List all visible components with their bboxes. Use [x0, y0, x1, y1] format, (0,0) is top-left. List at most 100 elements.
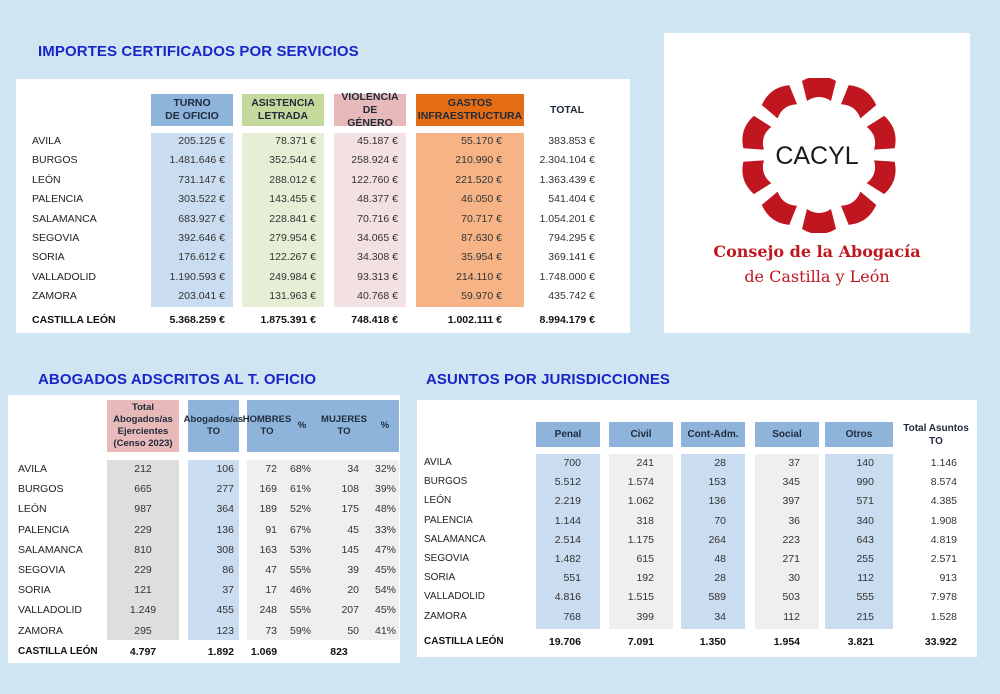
table-cell: 7.978	[930, 591, 957, 604]
header-line: TO	[206, 426, 221, 437]
table-cell: 1.249	[129, 604, 157, 617]
importes-table: TURNO DE OFICIO ASISTENCIA LETRADA VIOLENCIA…	[16, 79, 630, 333]
table-cell: 86	[222, 564, 234, 576]
table-cell: 45.187 €	[357, 135, 398, 147]
row-label: AVILA	[32, 135, 61, 147]
table-cell: 32%	[374, 463, 396, 475]
table-cell: 2.571	[930, 553, 957, 565]
header-hombres-to: HOMBRES TO	[243, 400, 292, 452]
total-cell: 1.954	[773, 636, 800, 648]
total-cell: 5.368.259 €	[169, 314, 225, 326]
table-cell: 41%	[374, 624, 396, 637]
header-bg-otros	[825, 422, 893, 447]
header-bg-violencia-genero	[334, 94, 406, 126]
table-cell: 189	[259, 503, 277, 516]
column-bg-turno-oficio	[151, 133, 233, 307]
table-cell: 68%	[289, 463, 311, 475]
table-cell: 369.141 €	[548, 251, 595, 264]
row-label: PALENCIA	[18, 523, 70, 536]
table-cell: 4.816	[554, 591, 581, 604]
table-cell: 277	[216, 483, 234, 496]
table-cell: 1.144	[554, 514, 581, 527]
row-label: SEGOVIA	[18, 564, 66, 576]
abogados-table: Total Abogados/as Ejercientes (Censo 2023)…	[8, 395, 400, 663]
table-cell: 39%	[374, 483, 396, 496]
table-cell: 1.908	[930, 514, 957, 527]
header-line: TO	[337, 426, 351, 437]
header-mujeres-pct: %	[371, 400, 399, 452]
table-cell: 435.742 €	[548, 290, 595, 303]
row-label: BURGOS	[18, 483, 64, 496]
header-line: ASISTENCIA	[251, 97, 315, 109]
table-cell: 34.308 €	[357, 251, 398, 264]
table-cell: 34	[714, 610, 726, 623]
table-cell: 810	[134, 543, 152, 556]
table-cell: 4.819	[930, 533, 957, 546]
table-cell: 364	[216, 503, 234, 516]
logo-line1: Consejo de la Abogacía	[713, 242, 921, 261]
table-cell: 70.717 €	[461, 212, 502, 225]
table-cell: 221.520 €	[455, 173, 502, 186]
table-cell: 571	[856, 495, 874, 508]
total-cell: 4.797	[129, 646, 157, 658]
table-cell: 192	[636, 572, 654, 585]
table-cell: 295	[134, 624, 152, 637]
cacyl-flower-icon	[742, 78, 896, 233]
row-label: ZAMORA	[32, 290, 77, 303]
table-cell: 2.304.104 €	[539, 154, 595, 167]
table-cell: 123	[216, 624, 234, 637]
asuntos-title: ASUNTOS POR JURISDICCIONES	[426, 371, 671, 388]
table-cell: 214.110 €	[456, 270, 502, 283]
row-label: SALAMANCA	[18, 543, 83, 556]
table-cell: 1.574	[627, 476, 654, 489]
table-cell: 1.748.000 €	[539, 270, 595, 283]
row-label: VALLADOLID	[32, 270, 96, 283]
table-cell: 340	[856, 514, 874, 527]
header-gastos-infraestructura: GASTOS INFRAESTRUCTURA	[416, 94, 524, 126]
table-cell: 30	[788, 572, 800, 585]
row-label: AVILA	[18, 463, 47, 475]
table-cell: 93.313 €	[357, 270, 398, 283]
table-cell: 55%	[289, 604, 311, 617]
column-bg-total-abogados	[107, 460, 179, 640]
header-line: TURNO	[173, 97, 211, 109]
row-label: BURGOS	[32, 154, 78, 167]
table-cell: 46%	[289, 584, 311, 597]
asuntos-table: Penal Civil Cont-Adm. Social Otros Total Asun…	[417, 400, 977, 657]
table-cell: 143.455 €	[269, 193, 316, 206]
total-cell: 1.892	[207, 646, 234, 658]
table-cell: 67%	[289, 523, 311, 536]
table-cell: 397	[782, 495, 800, 508]
table-cell: 555	[856, 591, 874, 604]
table-cell: 303.522 €	[178, 193, 225, 206]
table-cell: 112	[857, 572, 874, 585]
table-cell: 20	[347, 584, 359, 597]
table-cell: 203.041 €	[178, 290, 225, 303]
table-cell: 52%	[289, 503, 311, 516]
header-line: HOMBRES	[242, 414, 292, 425]
table-cell: 455	[216, 604, 234, 617]
table-cell: 551	[563, 572, 581, 585]
table-cell: 106	[216, 463, 234, 475]
logo-acronym: CACYL	[775, 142, 859, 170]
total-label: CASTILLA LEÓN	[32, 314, 116, 326]
table-cell: 1.054.201 €	[539, 212, 595, 225]
table-cell: 503	[782, 591, 800, 604]
header-line: (Censo 2023)	[113, 438, 173, 449]
header-bg-penal	[536, 422, 600, 447]
logo-line2: de Castilla y León	[744, 267, 890, 286]
table-cell: 163	[259, 543, 277, 556]
row-label: ZAMORA	[18, 624, 63, 637]
header-line: GÉNERO	[347, 116, 393, 129]
total-label: CASTILLA LEÓN	[424, 636, 504, 647]
table-cell: 229	[134, 523, 152, 536]
table-cell: 70.716 €	[357, 212, 398, 225]
header-bg-gastos-infraestructura	[416, 94, 524, 126]
table-cell: 352.544 €	[269, 154, 316, 167]
total-label: CASTILLA LEÓN	[18, 646, 98, 657]
table-cell: 8.574	[930, 476, 957, 489]
row-label: SEGOVIA	[32, 232, 80, 244]
table-cell: 37	[222, 584, 234, 597]
total-cell: 1.069	[250, 646, 278, 658]
row-label: VALLADOLID	[424, 591, 485, 603]
